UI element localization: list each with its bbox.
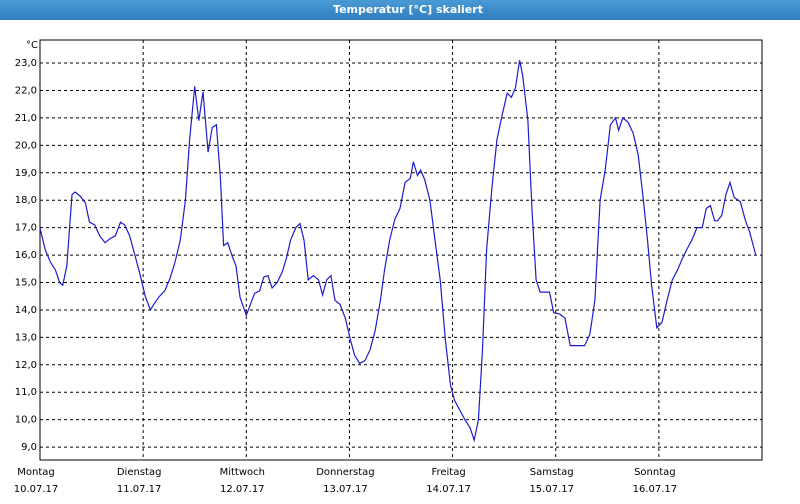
y-tick-label: 15,0 (15, 278, 37, 289)
plot-frame (39, 39, 763, 461)
title-bar (0, 0, 800, 20)
x-tick-label: Sonntag (634, 467, 676, 478)
y-tick-label: 11,0 (15, 387, 37, 398)
y-tick-label: 13,0 (15, 332, 37, 343)
y-tick-label: 12,0 (15, 360, 37, 371)
y-tick-label: 16,0 (15, 250, 37, 261)
x-tick-label: Dienstag (117, 467, 162, 478)
x-tick-date: 15.07.17 (529, 484, 574, 495)
y-tick-label: 21,0 (15, 113, 37, 124)
y-tick-label: 19,0 (15, 168, 37, 179)
y-tick-label: 22,0 (15, 85, 37, 96)
chart-title: Temperatur [°C] skaliert (333, 3, 483, 16)
y-unit: °C (26, 40, 38, 51)
y-tick-label: 23,0 (15, 58, 37, 69)
y-tick-label: 20,0 (15, 140, 37, 151)
y-tick-label: 9,0 (21, 442, 37, 453)
x-tick-label: Samstag (530, 467, 574, 478)
x-tick-date: 11.07.17 (117, 484, 162, 495)
y-tick-label: 14,0 (15, 305, 37, 316)
y-tick-label: 10,0 (15, 415, 37, 426)
y-tick-label: 17,0 (15, 223, 37, 234)
x-tick-label: Freitag (431, 467, 465, 478)
x-tick-label: Mittwoch (220, 467, 265, 478)
x-tick-date: 13.07.17 (323, 484, 368, 495)
x-tick-date: 14.07.17 (426, 484, 471, 495)
x-tick-date: 16.07.17 (633, 484, 678, 495)
y-tick-label: 18,0 (15, 195, 37, 206)
temperature-line (39, 60, 757, 443)
x-tick-date: 12.07.17 (220, 484, 265, 495)
x-tick-label: Montag (17, 467, 54, 478)
x-tick-date: 10.07.17 (14, 484, 59, 495)
x-tick-label: Donnerstag (316, 467, 374, 478)
